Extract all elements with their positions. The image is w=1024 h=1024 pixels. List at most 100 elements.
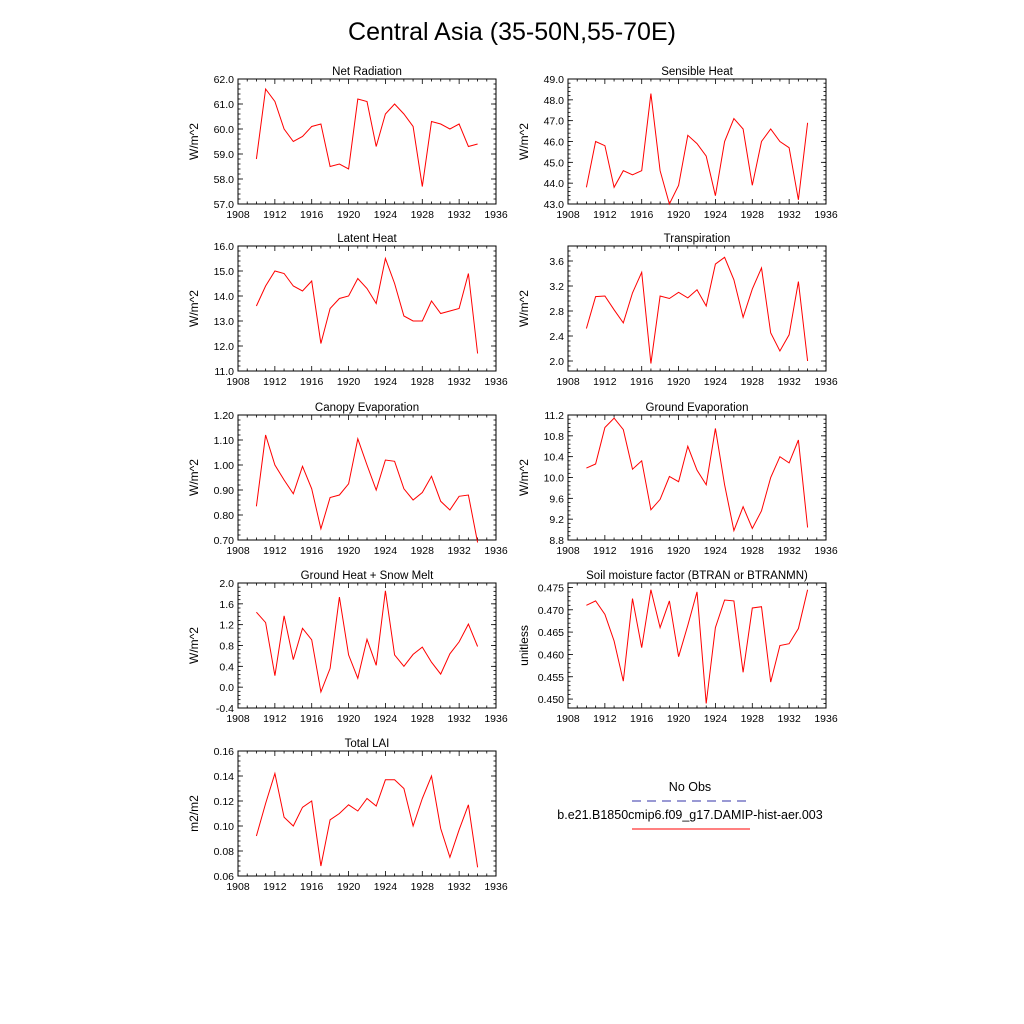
y-axis-label: W/m^2 [517, 290, 531, 327]
legend-label-obs: No Obs [669, 780, 711, 794]
x-tick-label: 1916 [300, 209, 324, 221]
x-tick-label: 1908 [226, 545, 250, 557]
plot-title: Latent Heat [337, 233, 397, 245]
y-tick-label: 11.2 [544, 410, 564, 422]
x-tick-label: 1912 [263, 545, 287, 557]
y-tick-label: 12.0 [214, 341, 235, 353]
x-tick-label: 1912 [593, 713, 617, 725]
x-tick-label: 1916 [630, 545, 654, 557]
y-tick-label: 1.20 [214, 410, 235, 422]
series-line [255, 434, 479, 543]
y-tick-label: 46.0 [544, 137, 565, 149]
y-axis-label: W/m^2 [187, 459, 201, 496]
y-tick-label: 0.08 [214, 846, 235, 858]
x-tick-label: 1912 [263, 881, 287, 893]
plot-frame [237, 750, 497, 877]
y-tick-label: 1.00 [214, 460, 235, 472]
y-tick-label: -0.4 [216, 703, 234, 715]
x-tick-label: 1924 [374, 545, 398, 557]
x-tick-label: 1908 [556, 713, 580, 725]
y-tick-label: 0.12 [214, 796, 235, 808]
figure-title: Central Asia (35-50N,55-70E) [348, 18, 676, 46]
series-line [585, 256, 809, 364]
x-tick-label: 1912 [593, 545, 617, 557]
series-line [586, 417, 809, 533]
x-tick-label: 1924 [704, 376, 728, 388]
series-line [256, 590, 479, 694]
y-tick-label: 2.4 [549, 331, 564, 343]
y-tick-label: 0.70 [214, 535, 235, 547]
x-tick-label: 1920 [337, 881, 361, 893]
x-tick-label: 1936 [484, 376, 508, 388]
x-tick-label: 1908 [226, 209, 250, 221]
y-tick-label: 0.450 [538, 694, 564, 706]
plot-title: Net Radiation [332, 66, 402, 78]
x-tick-label: 1912 [263, 713, 287, 725]
x-tick-label: 1932 [777, 545, 801, 557]
x-tick-label: 1932 [447, 713, 471, 725]
y-tick-label: 0.0 [219, 682, 234, 694]
x-tick-label: 1928 [741, 376, 765, 388]
x-tick-label: 1928 [741, 713, 765, 725]
plot-frame [567, 414, 827, 541]
series-line [255, 256, 479, 354]
y-tick-label: 13.0 [214, 316, 235, 328]
y-tick-label: 10.4 [544, 452, 565, 464]
plot-title: Soil moisture factor (BTRAN or BTRANMN) [586, 570, 808, 582]
y-tick-label: 10.0 [544, 473, 565, 485]
x-tick-label: 1908 [226, 376, 250, 388]
plot-frame [567, 582, 827, 709]
plot-frame [567, 245, 827, 372]
plot-frame [237, 414, 497, 541]
plot-panel: Sensible Heat W/m^2 1908 1912 1916 1920 1924 19… [517, 66, 838, 221]
x-tick-label: 1928 [411, 545, 435, 557]
x-tick-label: 1932 [447, 881, 471, 893]
y-tick-label: 0.475 [538, 582, 564, 594]
plot-title: Total LAI [345, 738, 390, 750]
y-tick-label: 0.10 [214, 821, 235, 833]
plot-panel: Soil moisture factor (BTRAN or BTRANMN) u… [517, 570, 838, 725]
y-tick-label: 43.0 [544, 199, 565, 211]
x-tick-label: 1936 [814, 209, 838, 221]
x-tick-label: 1920 [667, 713, 691, 725]
y-tick-label: 0.465 [538, 627, 564, 639]
plot-frame [567, 78, 827, 205]
x-tick-label: 1908 [226, 881, 250, 893]
y-tick-label: 59.0 [214, 149, 235, 161]
x-tick-label: 1908 [556, 209, 580, 221]
y-tick-label: 9.2 [549, 514, 564, 526]
y-tick-label: 0.90 [214, 485, 235, 497]
x-tick-label: 1924 [704, 713, 728, 725]
x-tick-label: 1932 [777, 713, 801, 725]
plot-title: Transpiration [664, 233, 731, 245]
x-tick-label: 1928 [411, 376, 435, 388]
x-tick-label: 1936 [484, 881, 508, 893]
x-tick-label: 1928 [411, 881, 435, 893]
x-tick-label: 1920 [337, 209, 361, 221]
x-tick-label: 1928 [741, 209, 765, 221]
x-tick-label: 1920 [667, 376, 691, 388]
x-tick-label: 1928 [411, 713, 435, 725]
y-tick-label: 11.0 [214, 366, 234, 378]
y-tick-label: 1.6 [219, 599, 234, 611]
x-tick-label: 1924 [374, 881, 398, 893]
x-tick-label: 1924 [374, 376, 398, 388]
y-tick-label: 16.0 [214, 241, 235, 253]
x-tick-label: 1920 [337, 376, 361, 388]
y-tick-label: 3.2 [549, 281, 564, 293]
plot-panel: Ground Heat + Snow Melt W/m^2 1908 1912 1916… [187, 570, 508, 725]
y-tick-label: 2.0 [549, 356, 564, 368]
y-axis-label: W/m^2 [187, 290, 201, 327]
y-tick-label: 61.0 [214, 99, 235, 111]
x-tick-label: 1936 [814, 545, 838, 557]
y-tick-label: 45.0 [544, 157, 565, 169]
x-tick-label: 1912 [263, 209, 287, 221]
y-tick-label: 0.8 [219, 641, 234, 653]
y-tick-label: 0.14 [214, 771, 235, 783]
y-tick-label: 44.0 [544, 178, 565, 190]
y-tick-label: 0.06 [214, 871, 235, 883]
x-tick-label: 1928 [411, 209, 435, 221]
x-tick-label: 1916 [300, 881, 324, 893]
y-tick-label: 0.455 [538, 672, 564, 684]
